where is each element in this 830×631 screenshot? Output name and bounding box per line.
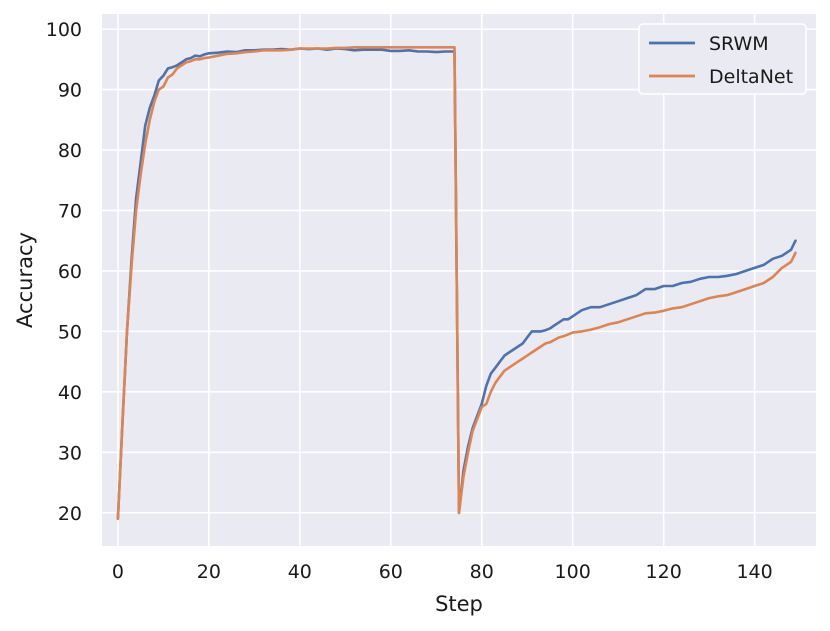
y-tick-label: 60: [58, 261, 82, 283]
x-tick-label: 20: [197, 561, 221, 583]
x-tick-label: 0: [112, 561, 124, 583]
x-tick-label: 60: [379, 561, 403, 583]
y-tick-label: 30: [58, 442, 82, 464]
x-tick-label: 120: [646, 561, 682, 583]
x-tick-label: 40: [288, 561, 312, 583]
y-tick-label: 100: [46, 19, 82, 41]
series-lines: [116, 45, 797, 521]
x-axis-label: Step: [435, 592, 483, 616]
legend: SRWM DeltaNet: [638, 23, 807, 95]
series-line-deltanet: [116, 45, 797, 521]
x-tick-labels: 0 20 40 60 80 100 120 140: [112, 561, 773, 583]
y-tick-label: 50: [58, 321, 82, 343]
y-tick-labels: 20 30 40 50 60 70 80 90 100: [46, 19, 82, 525]
y-axis-label: Accuracy: [13, 232, 37, 328]
y-tick-label: 70: [58, 200, 82, 222]
legend-label-srwm: SRWM: [709, 33, 769, 55]
y-tick-label: 80: [58, 140, 82, 162]
legend-label-deltanet: DeltaNet: [709, 66, 793, 88]
x-tick-label: 80: [470, 561, 494, 583]
y-tick-label: 90: [58, 80, 82, 102]
y-tick-label: 20: [58, 503, 82, 525]
x-tick-label: 140: [736, 561, 772, 583]
x-tick-label: 100: [555, 561, 591, 583]
y-tick-label: 40: [58, 382, 82, 404]
